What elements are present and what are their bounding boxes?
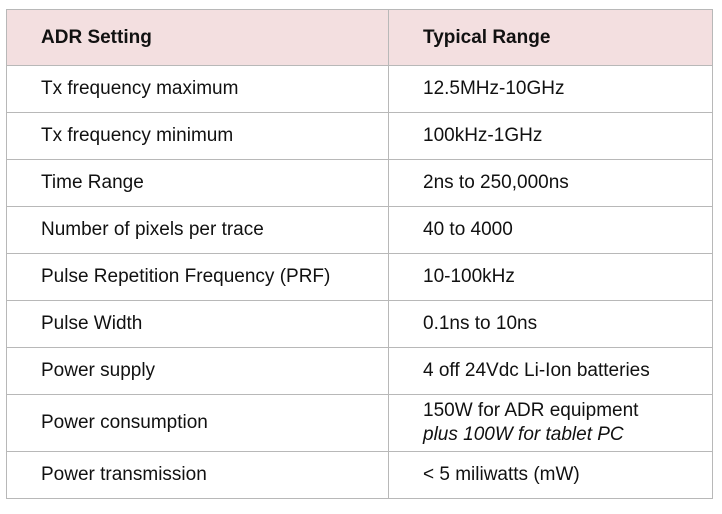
setting-cell: Power transmission [6, 451, 389, 499]
header-row: ADR Setting Typical Range [6, 9, 713, 66]
adr-settings-table: ADR Setting Typical Range Tx frequency m… [6, 9, 713, 499]
range-note-text: plus 100W for tablet PC [423, 424, 624, 445]
setting-cell: Tx frequency maximum [6, 65, 389, 113]
setting-cell: Number of pixels per trace [6, 206, 389, 254]
range-cell: 10-100kHz [388, 253, 713, 301]
range-cell: 2ns to 250,000ns [388, 159, 713, 207]
table-row: Power transmission < 5 miliwatts (mW) [6, 451, 713, 499]
setting-cell: Pulse Repetition Frequency (PRF) [6, 253, 389, 301]
range-cell: 12.5MHz-10GHz [388, 65, 713, 113]
range-cell: 40 to 4000 [388, 206, 713, 254]
table-row: Power supply 4 off 24Vdc Li-Ion batterie… [6, 347, 713, 395]
column-header-range: Typical Range [388, 9, 713, 66]
table-row: Tx frequency maximum 12.5MHz-10GHz [6, 65, 713, 113]
table-header: ADR Setting Typical Range [6, 9, 713, 66]
table-row: Tx frequency minimum 100kHz-1GHz [6, 112, 713, 160]
setting-cell: Tx frequency minimum [6, 112, 389, 160]
setting-cell: Power consumption [6, 394, 389, 452]
range-cell: < 5 miliwatts (mW) [388, 451, 713, 499]
setting-cell: Time Range [6, 159, 389, 207]
setting-cell: Pulse Width [6, 300, 389, 348]
range-cell: 100kHz-1GHz [388, 112, 713, 160]
column-header-setting: ADR Setting [6, 9, 389, 66]
table-body: Tx frequency maximum 12.5MHz-10GHz Tx fr… [6, 65, 713, 499]
setting-cell: Power supply [6, 347, 389, 395]
range-cell: 0.1ns to 10ns [388, 300, 713, 348]
settings-table-container: ADR Setting Typical Range Tx frequency m… [6, 9, 713, 499]
range-main-text: 150W for ADR equipment [423, 400, 639, 421]
range-cell: 150W for ADR equipment plus 100W for tab… [388, 394, 713, 452]
table-row: Pulse Repetition Frequency (PRF) 10-100k… [6, 253, 713, 301]
table-row: Power consumption 150W for ADR equipment… [6, 394, 713, 452]
table-row: Pulse Width 0.1ns to 10ns [6, 300, 713, 348]
table-row: Time Range 2ns to 250,000ns [6, 159, 713, 207]
range-cell: 4 off 24Vdc Li-Ion batteries [388, 347, 713, 395]
table-row: Number of pixels per trace 40 to 4000 [6, 206, 713, 254]
